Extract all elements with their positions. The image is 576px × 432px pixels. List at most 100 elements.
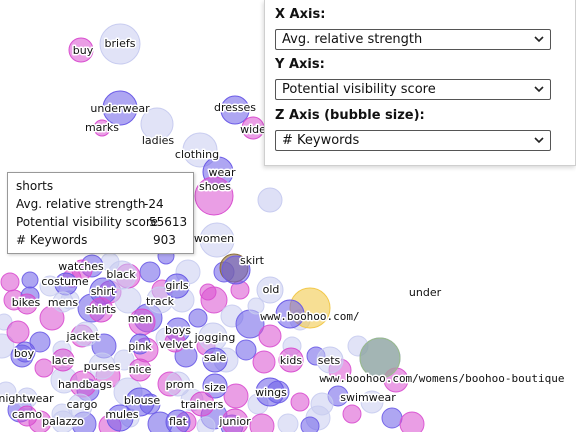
bubble-label-halo: briefs: [105, 37, 136, 50]
bubble-label: swimwear: [340, 391, 396, 404]
bubble-blouse[interactable]: [125, 387, 155, 417]
bubble-label: clothing: [175, 148, 219, 161]
bubble[interactable]: [39, 305, 65, 331]
bubble[interactable]: [359, 337, 401, 379]
bubble-girls[interactable]: [164, 273, 190, 299]
bubble-shoes[interactable]: [194, 176, 234, 216]
bubble-ladies[interactable]: [140, 107, 174, 141]
bubble-label: girls: [165, 279, 189, 292]
z-axis-select[interactable]: # Keywords: [275, 130, 551, 151]
bubble-label-halo: flat: [169, 415, 188, 428]
bubble[interactable]: [21, 271, 39, 289]
bubble[interactable]: [381, 407, 403, 429]
bubble-buy[interactable]: [68, 37, 94, 63]
y-axis-select[interactable]: Potential visibility score: [275, 79, 551, 100]
bubble[interactable]: [290, 392, 310, 412]
bubble-label: old: [263, 283, 280, 296]
bubble-www-boohoo-com[interactable]: [275, 299, 305, 329]
bubble-label-halo: track: [146, 295, 175, 308]
bubble-mules[interactable]: [106, 404, 134, 432]
bubble-label-halo: junior: [218, 415, 251, 428]
axis-controls-panel: X Axis: Avg. relative strength Y Axis: P…: [264, 0, 576, 166]
bubble-label-halo: swimwear: [340, 391, 396, 404]
bubble-cargo[interactable]: [67, 393, 93, 419]
tooltip-label-strength: Avg. relative strength: [16, 197, 146, 211]
bubble-nice[interactable]: [128, 358, 152, 382]
bubble-jacket[interactable]: [73, 321, 99, 347]
bubble-track[interactable]: [146, 286, 174, 314]
bubble[interactable]: [300, 416, 320, 432]
bubble[interactable]: [0, 381, 17, 403]
bubble-label: trainers: [181, 398, 224, 411]
bubble[interactable]: [6, 320, 30, 344]
bubble-underwear[interactable]: [102, 90, 138, 126]
bubble-label-halo: bikes: [12, 296, 41, 309]
bubble-palazzo[interactable]: [51, 410, 75, 432]
bubble-women[interactable]: [199, 222, 235, 258]
bubble-label-halo: under: [409, 286, 442, 299]
tooltip-label-visibility: Potential visibility score: [16, 215, 158, 229]
bubble-label: sets: [318, 354, 341, 367]
bubble[interactable]: [360, 390, 384, 414]
bubble-label: mules: [105, 408, 139, 421]
bubble[interactable]: [258, 324, 282, 348]
bubble-label: velvet: [159, 338, 194, 351]
bubble[interactable]: [252, 350, 276, 374]
bubble-clothing[interactable]: [182, 132, 218, 168]
bubble-sale[interactable]: [202, 347, 228, 373]
bubble-prom[interactable]: [165, 371, 191, 397]
x-axis-select[interactable]: Avg. relative strength: [275, 29, 551, 50]
chevron-down-icon: [534, 137, 544, 144]
bubble-kids[interactable]: [278, 347, 304, 373]
bubble-lace[interactable]: [51, 348, 75, 372]
bubble[interactable]: [235, 339, 257, 361]
bubble-label: ladies: [142, 134, 175, 147]
bubble[interactable]: [196, 416, 216, 432]
bubble[interactable]: [0, 272, 20, 292]
bubble-label: shoes: [199, 180, 231, 193]
bubble-label: boy: [14, 347, 35, 360]
bubble-skirt[interactable]: [221, 255, 251, 285]
bubble-briefs[interactable]: [99, 23, 141, 65]
bubble-watches[interactable]: [71, 259, 93, 281]
bubble-black[interactable]: [107, 260, 137, 290]
bubble[interactable]: [34, 358, 54, 378]
bubble-shirts[interactable]: [88, 297, 114, 323]
bubble-dresses[interactable]: [220, 95, 250, 125]
bubble-label: marks: [85, 121, 119, 134]
bubble-label-halo: prom: [166, 378, 195, 391]
bubble[interactable]: [399, 411, 425, 432]
bubble-size[interactable]: [202, 373, 228, 399]
bubble-velvet[interactable]: [164, 331, 186, 353]
bubble-bikes[interactable]: [16, 293, 38, 315]
z-axis-label: Z Axis (bubble size):: [275, 108, 425, 123]
bubble[interactable]: [310, 392, 334, 416]
bubble-wings[interactable]: [255, 377, 285, 407]
bubble[interactable]: [277, 413, 299, 432]
bubble[interactable]: [199, 283, 217, 301]
bubble[interactable]: [29, 331, 51, 353]
bubble-label: lace: [52, 354, 75, 367]
bubble-flat[interactable]: [165, 409, 191, 432]
bubble[interactable]: [223, 383, 249, 409]
bubble-marks[interactable]: [93, 119, 111, 137]
bubble-sets[interactable]: [316, 346, 344, 374]
bubble-boy[interactable]: [14, 341, 36, 363]
bubble[interactable]: [188, 308, 208, 328]
bubble-label-halo: marks: [85, 121, 119, 134]
bubble[interactable]: [139, 261, 161, 283]
bubble-pink[interactable]: [129, 333, 151, 355]
tooltip-value-keywords: 903: [153, 233, 176, 247]
bubble-camo[interactable]: [16, 405, 38, 427]
bubble-trainers[interactable]: [189, 391, 215, 417]
z-axis-select-value: # Keywords: [282, 133, 360, 148]
bubble[interactable]: [257, 187, 283, 213]
bubble[interactable]: [249, 413, 275, 432]
bubble[interactable]: [247, 297, 265, 315]
bubble[interactable]: [342, 404, 362, 424]
bubble-mens[interactable]: [52, 291, 74, 313]
bubble-purses[interactable]: [88, 352, 116, 380]
bubble-junior[interactable]: [221, 408, 249, 432]
bubble-old[interactable]: [256, 276, 284, 304]
bubble-label-halo: shirt: [91, 285, 116, 298]
